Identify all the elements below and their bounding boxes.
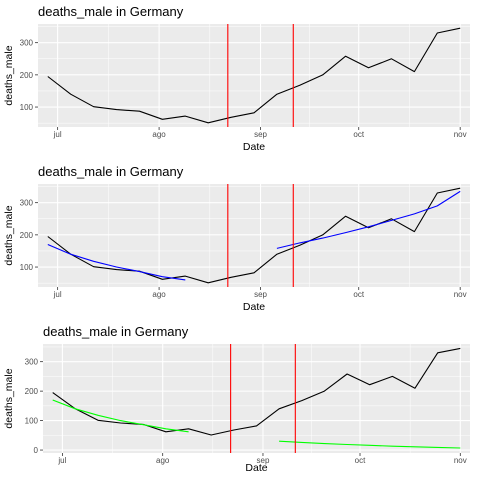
chart-2: jul ago sep oct nov 100 200 300 deaths_male in G…	[3, 164, 470, 313]
chart-title: deaths_male in Germany	[43, 324, 189, 339]
y-tick-label: 100	[20, 263, 34, 272]
series-line-fit	[52, 399, 189, 433]
y-tick-label: 200	[20, 71, 34, 80]
x-tick-label: jul	[57, 456, 66, 465]
series-line-observed	[47, 27, 461, 124]
series-line-observed	[47, 187, 461, 284]
y-axis-title: deaths_male	[3, 205, 15, 265]
x-tick-label: sep	[254, 290, 267, 299]
x-tick-label: oct	[353, 130, 364, 139]
x-axis-title: Date	[243, 301, 265, 313]
x-tick-label: sep	[257, 456, 270, 465]
x-tick-label: jul	[53, 290, 62, 299]
series-line-fit	[279, 440, 461, 449]
series-line-fit	[276, 190, 461, 249]
y-tick-label: 100	[20, 103, 34, 112]
y-tick-label: 200	[20, 231, 34, 240]
y-axis-title: deaths_male	[3, 368, 15, 428]
chart-title: deaths_male in Germany	[38, 4, 184, 19]
x-tick-label: nov	[454, 130, 467, 139]
chart-title: deaths_male in Germany	[38, 164, 184, 179]
x-tick-label: nov	[454, 456, 467, 465]
x-tick-label: ago	[152, 290, 166, 299]
plot-panel	[43, 344, 470, 453]
series-line-fit	[47, 243, 186, 281]
y-tick-label: 300	[20, 199, 34, 208]
plot-panel	[38, 184, 470, 287]
y-tick-label: 300	[25, 358, 39, 367]
x-tick-label: nov	[454, 290, 467, 299]
y-tick-label: 200	[25, 387, 39, 396]
x-tick-label: oct	[353, 290, 364, 299]
x-tick-label: ago	[152, 130, 166, 139]
chart-1: jul ago sep oct nov 100 200 300 deaths_male in G…	[3, 4, 470, 153]
y-tick-label: 300	[20, 39, 34, 48]
x-tick-label: sep	[254, 130, 267, 139]
series-line-observed	[52, 347, 461, 436]
x-tick-label: ago	[156, 456, 170, 465]
y-tick-label: 100	[25, 417, 39, 426]
plot-panel	[38, 24, 470, 127]
x-axis-title: Date	[243, 141, 265, 153]
x-tick-label: jul	[53, 130, 62, 139]
x-axis-title: Date	[245, 462, 267, 474]
y-axis-title: deaths_male	[3, 45, 15, 105]
chart-3: jul ago sep oct nov 0 100 200 300 deaths_male in …	[3, 324, 470, 474]
y-tick-label: 0	[34, 446, 39, 455]
x-tick-label: oct	[355, 456, 366, 465]
